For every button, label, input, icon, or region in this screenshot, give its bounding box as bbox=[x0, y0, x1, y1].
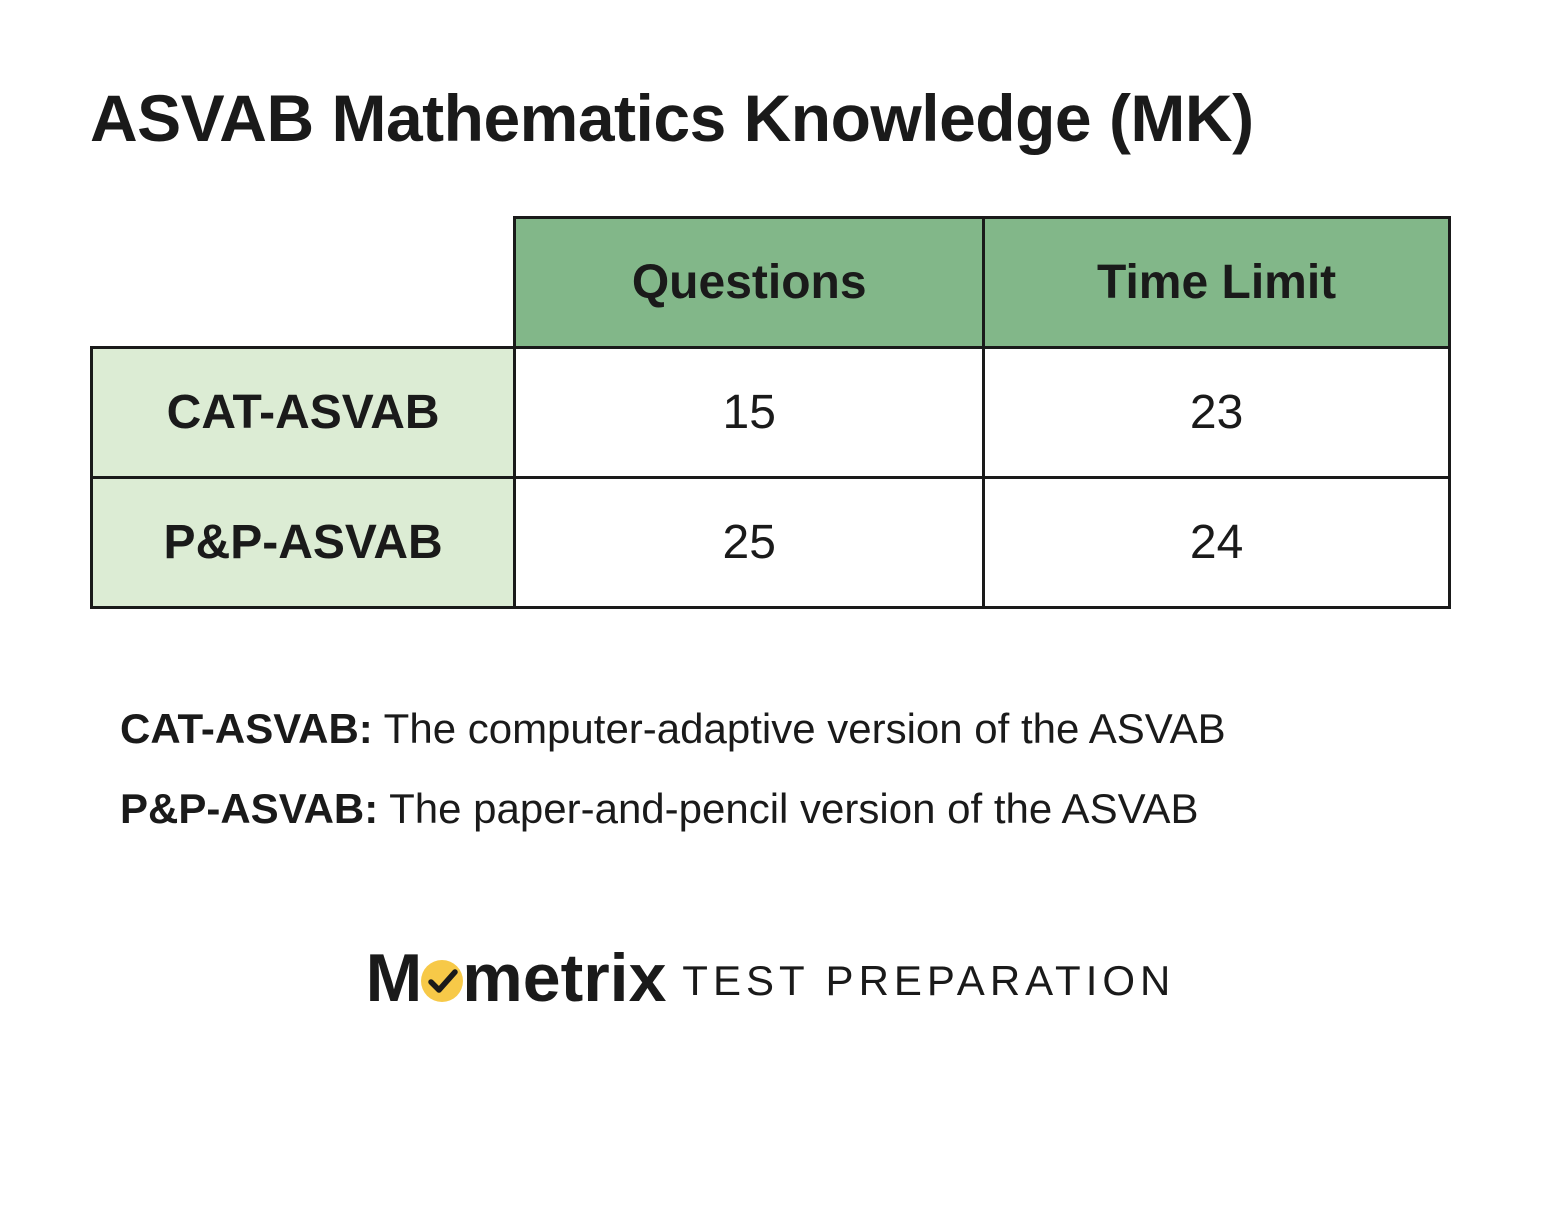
definitions-block: CAT-ASVAB: The computer-adaptive version… bbox=[90, 689, 1451, 849]
def-text: The computer-adaptive version of the ASV… bbox=[373, 705, 1226, 752]
brand-logo: Mmetrix TEST PREPARATION bbox=[90, 939, 1451, 1017]
table-row: P&P-ASVAB 25 24 bbox=[92, 478, 1450, 608]
page-title: ASVAB Mathematics Knowledge (MK) bbox=[90, 80, 1451, 156]
col-header-time-limit: Time Limit bbox=[984, 218, 1450, 348]
checkmark-icon bbox=[420, 959, 464, 1003]
brand-post: metrix bbox=[462, 940, 666, 1016]
table-corner-empty bbox=[92, 218, 515, 348]
asvab-table: Questions Time Limit CAT-ASVAB 15 23 P&P… bbox=[90, 216, 1451, 609]
row-header-cat-asvab: CAT-ASVAB bbox=[92, 348, 515, 478]
col-header-questions: Questions bbox=[515, 218, 984, 348]
brand-sub: TEST PREPARATION bbox=[666, 957, 1175, 1004]
definition-pp: P&P-ASVAB: The paper-and-pencil version … bbox=[120, 769, 1451, 849]
cell-pp-questions: 25 bbox=[515, 478, 984, 608]
def-term: CAT-ASVAB: bbox=[120, 705, 373, 752]
definition-cat: CAT-ASVAB: The computer-adaptive version… bbox=[120, 689, 1451, 769]
cell-cat-time: 23 bbox=[984, 348, 1450, 478]
row-header-pp-asvab: P&P-ASVAB bbox=[92, 478, 515, 608]
cell-cat-questions: 15 bbox=[515, 348, 984, 478]
brand-pre: M bbox=[366, 940, 423, 1016]
def-text: The paper-and-pencil version of the ASVA… bbox=[378, 785, 1198, 832]
table-row: CAT-ASVAB 15 23 bbox=[92, 348, 1450, 478]
cell-pp-time: 24 bbox=[984, 478, 1450, 608]
def-term: P&P-ASVAB: bbox=[120, 785, 378, 832]
